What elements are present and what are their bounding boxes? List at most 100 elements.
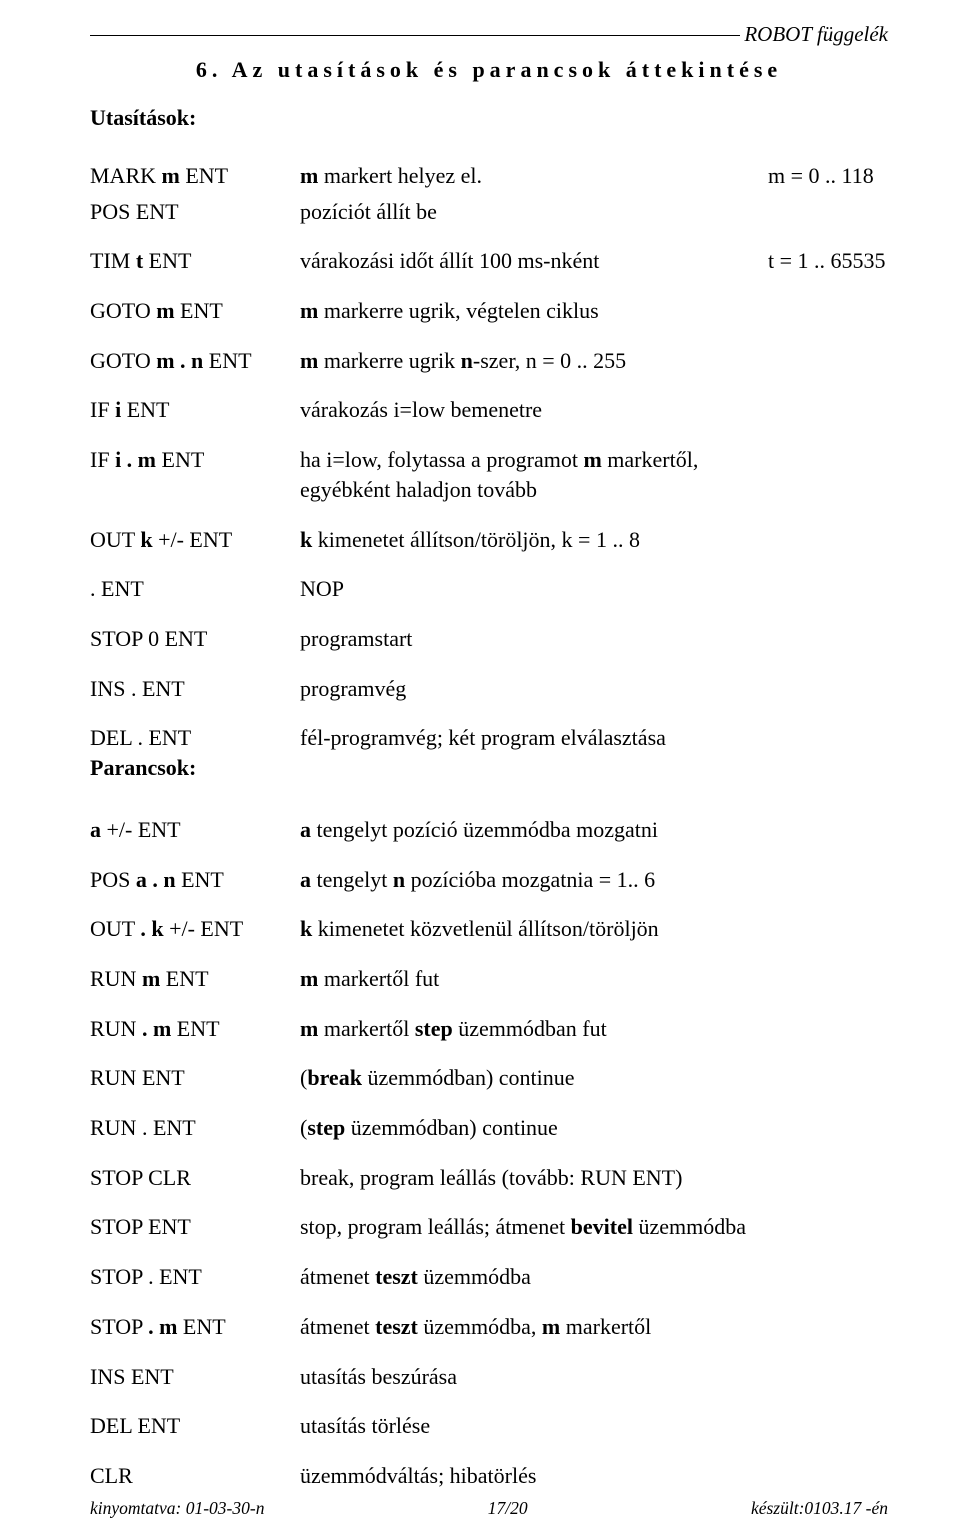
instruction-key: POS ENT bbox=[90, 197, 300, 227]
instruction-row: . ENT NOP bbox=[90, 574, 888, 604]
command-row: DEL ENT utasítás törlése bbox=[90, 1411, 888, 1441]
command-desc: m markertől step üzemmódban fut bbox=[300, 1014, 888, 1044]
command-desc: (break üzemmódban) continue bbox=[300, 1063, 888, 1093]
instruction-key: OUT k +/- ENT bbox=[90, 525, 300, 555]
instruction-key: MARK m ENT bbox=[90, 161, 300, 191]
key-bold: a bbox=[90, 817, 101, 842]
instruction-key: DEL . ENT bbox=[90, 723, 300, 753]
key-text: ENT bbox=[175, 298, 223, 323]
command-desc: k kimenetet közvetlenül állítson/töröljö… bbox=[300, 914, 888, 944]
command-key: RUN m ENT bbox=[90, 964, 300, 994]
command-desc: (step üzemmódban) continue bbox=[300, 1113, 888, 1143]
key-text: ENT bbox=[143, 248, 191, 273]
command-desc: break, program leállás (tovább: RUN ENT) bbox=[300, 1163, 888, 1193]
desc-text: markertől bbox=[318, 1016, 415, 1041]
command-desc: átmenet teszt üzemmódba bbox=[300, 1262, 888, 1292]
desc-text: üzemmódban) continue bbox=[362, 1065, 575, 1090]
header-bar: ROBOT függelék bbox=[90, 22, 888, 47]
instruction-desc: várakozási időt állít 100 ms-nként bbox=[300, 246, 768, 276]
desc-bold: a bbox=[300, 867, 311, 892]
key-text: ENT bbox=[171, 1016, 219, 1041]
commands-heading: Parancsok: bbox=[90, 755, 888, 781]
footer-left: kinyomtatva: 01-03-30-n bbox=[90, 1498, 264, 1519]
instruction-desc: m markerre ugrik n-szer, n = 0 .. 255 bbox=[300, 346, 768, 376]
instruction-desc: m markerre ugrik, végtelen ciklus bbox=[300, 296, 768, 326]
key-bold: i . m bbox=[115, 447, 156, 472]
instruction-row: STOP 0 ENT programstart bbox=[90, 624, 888, 654]
desc-text: kimenetet közvetlenül állítson/töröljön bbox=[312, 916, 658, 941]
desc-text: stop, program leállás; átmenet bbox=[300, 1214, 571, 1239]
command-key: CLR bbox=[90, 1461, 300, 1491]
instruction-row: TIM t ENT várakozási időt állít 100 ms-n… bbox=[90, 246, 888, 276]
desc-text: üzemmódba, bbox=[418, 1314, 542, 1339]
instruction-row: GOTO m ENT m markerre ugrik, végtelen ci… bbox=[90, 296, 888, 326]
desc-text: pozícióba mozgatnia = 1.. 6 bbox=[405, 867, 655, 892]
key-text: RUN bbox=[90, 966, 142, 991]
desc-bold: step bbox=[415, 1016, 453, 1041]
key-bold: k bbox=[140, 527, 152, 552]
key-bold: . m bbox=[142, 1016, 171, 1041]
instruction-key: INS . ENT bbox=[90, 674, 300, 704]
command-desc: m markertől fut bbox=[300, 964, 888, 994]
instruction-row: OUT k +/- ENT k kimenetet állítson/töröl… bbox=[90, 525, 888, 555]
command-desc: utasítás törlése bbox=[300, 1411, 888, 1441]
desc-text: markerre ugrik, végtelen ciklus bbox=[318, 298, 598, 323]
command-key: OUT . k +/- ENT bbox=[90, 914, 300, 944]
command-key: INS ENT bbox=[90, 1362, 300, 1392]
desc-text: kimenetet állítson/töröljön, k = 1 .. 8 bbox=[312, 527, 640, 552]
desc-text: tengelyt pozíció üzemmódba mozgatni bbox=[311, 817, 658, 842]
command-row: STOP . m ENT átmenet teszt üzemmódba, m … bbox=[90, 1312, 888, 1342]
key-text: ENT bbox=[203, 348, 251, 373]
desc-text: tengelyt bbox=[311, 867, 393, 892]
instructions-heading: Utasítások: bbox=[90, 105, 888, 131]
instruction-desc: pozíciót állít be bbox=[300, 197, 768, 227]
footer-page-number: 17/20 bbox=[488, 1498, 528, 1519]
page-footer: kinyomtatva: 01-03-30-n 17/20 készült:01… bbox=[90, 1498, 888, 1519]
command-row: CLR üzemmódváltás; hibatörlés bbox=[90, 1461, 888, 1491]
instruction-row: GOTO m . n ENT m markerre ugrik n-szer, … bbox=[90, 346, 888, 376]
chapter-title: 6. Az utasítások és parancsok áttekintés… bbox=[90, 57, 888, 83]
instruction-key: . ENT bbox=[90, 574, 300, 604]
desc-text: átmenet bbox=[300, 1264, 375, 1289]
instruction-desc: NOP bbox=[300, 574, 768, 604]
command-row: RUN . m ENT m markertől step üzemmódban … bbox=[90, 1014, 888, 1044]
command-row: STOP . ENT átmenet teszt üzemmódba bbox=[90, 1262, 888, 1292]
instruction-desc: k kimenetet állítson/töröljön, k = 1 .. … bbox=[300, 525, 768, 555]
command-desc: a tengelyt n pozícióba mozgatnia = 1.. 6 bbox=[300, 865, 888, 895]
command-row: RUN . ENT (step üzemmódban) continue bbox=[90, 1113, 888, 1143]
instruction-row: IF i . m ENT ha i=low, folytassa a progr… bbox=[90, 445, 888, 504]
command-row: OUT . k +/- ENT k kimenetet közvetlenül … bbox=[90, 914, 888, 944]
desc-bold: a bbox=[300, 817, 311, 842]
instruction-row: INS . ENT programvég bbox=[90, 674, 888, 704]
commands-list: a +/- ENT a tengelyt pozíció üzemmódba m… bbox=[90, 815, 888, 1491]
key-text: STOP bbox=[90, 1314, 148, 1339]
desc-bold: step bbox=[307, 1115, 345, 1140]
command-key: a +/- ENT bbox=[90, 815, 300, 845]
key-text: ENT bbox=[156, 447, 204, 472]
instruction-row: POS ENT pozíciót állít be bbox=[90, 197, 888, 227]
desc-bold: k bbox=[300, 916, 312, 941]
desc-bold: m bbox=[300, 966, 318, 991]
instruction-key: IF i ENT bbox=[90, 395, 300, 425]
command-row: a +/- ENT a tengelyt pozíció üzemmódba m… bbox=[90, 815, 888, 845]
instruction-row: DEL . ENT fél-programvég; két program el… bbox=[90, 723, 888, 753]
desc-bold: teszt bbox=[375, 1264, 418, 1289]
key-bold: m bbox=[162, 163, 180, 188]
key-text: +/- ENT bbox=[164, 916, 244, 941]
command-row: RUN m ENT m markertől fut bbox=[90, 964, 888, 994]
command-key: STOP . ENT bbox=[90, 1262, 300, 1292]
command-row: INS ENT utasítás beszúrása bbox=[90, 1362, 888, 1392]
command-row: STOP ENT stop, program leállás; átmenet … bbox=[90, 1212, 888, 1242]
header-right-label: ROBOT függelék bbox=[740, 22, 888, 47]
desc-text: markertől bbox=[560, 1314, 651, 1339]
instruction-row: IF i ENT várakozás i=low bemenetre bbox=[90, 395, 888, 425]
desc-bold: n bbox=[393, 867, 405, 892]
desc-bold: m bbox=[300, 1016, 318, 1041]
desc-text: átmenet bbox=[300, 1314, 375, 1339]
instruction-row: MARK m ENT m markert helyez el. m = 0 ..… bbox=[90, 161, 888, 191]
instruction-extra: m = 0 .. 118 bbox=[768, 161, 888, 191]
instruction-desc: programvég bbox=[300, 674, 768, 704]
key-text: OUT bbox=[90, 527, 140, 552]
command-key: STOP CLR bbox=[90, 1163, 300, 1193]
header-rule bbox=[90, 35, 740, 36]
